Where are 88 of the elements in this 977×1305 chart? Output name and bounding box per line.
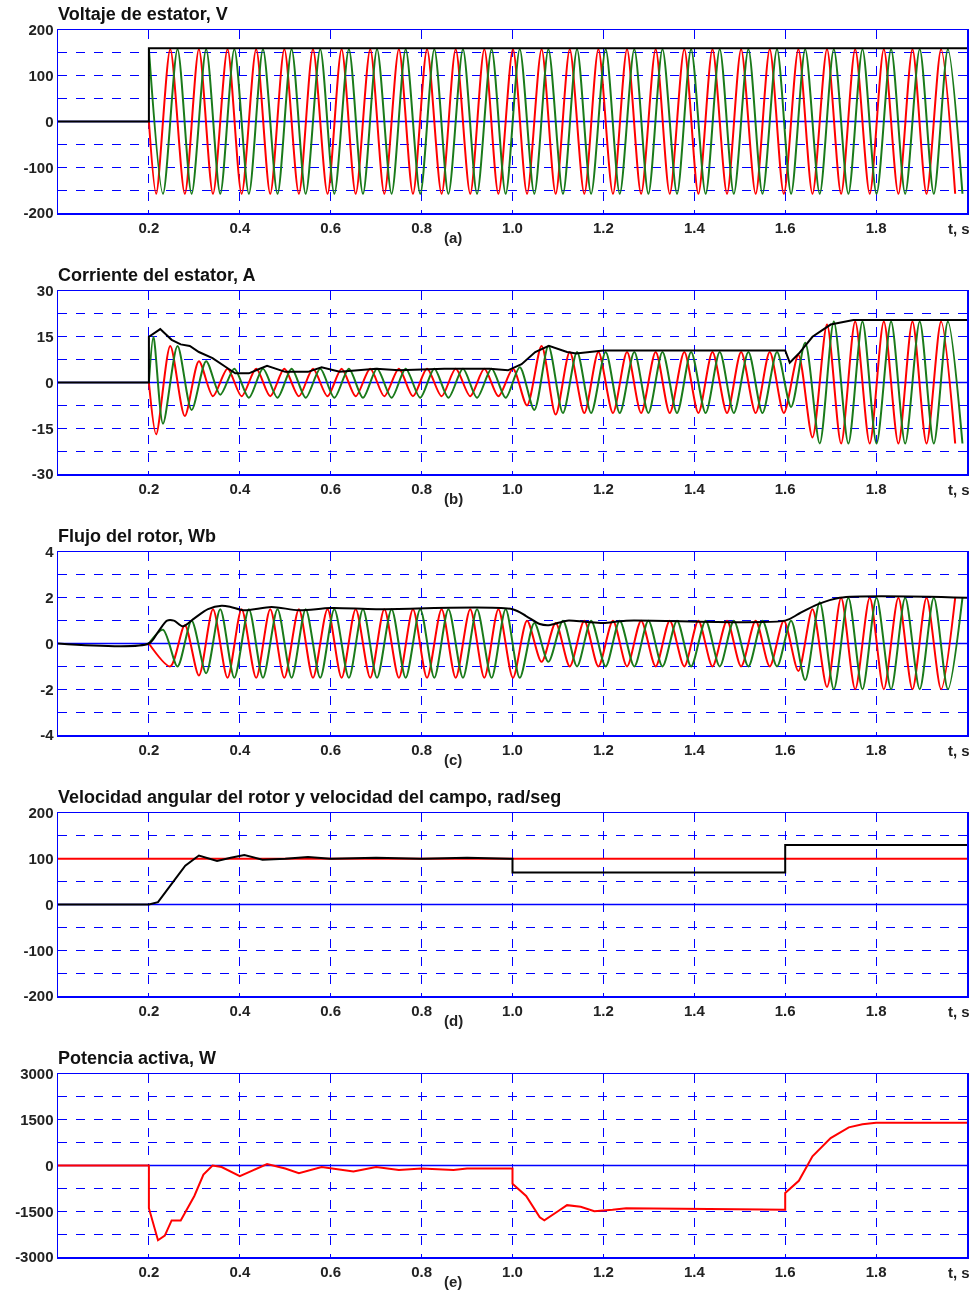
x-tick-label: 0.2: [138, 1262, 160, 1280]
x-axis-title: t, s: [948, 742, 970, 759]
x-tick-label: 0.4: [229, 218, 251, 236]
x-tick-label: 1.2: [592, 218, 614, 236]
line-series: [58, 1121, 967, 1242]
x-tick-label: 0.6: [320, 479, 342, 497]
y-tick-label: -100: [23, 941, 54, 959]
y-tick-label: 4: [45, 543, 55, 561]
x-tick-label: 0.8: [411, 1262, 433, 1280]
y-tick-label: -30: [31, 465, 54, 483]
y-tick-label: -2: [40, 680, 54, 698]
x-tick-label: 0.4: [229, 479, 251, 497]
x-tick-label: 1.8: [865, 218, 887, 236]
text: (b): [444, 490, 464, 507]
x-tick-label: 1.6: [774, 740, 796, 758]
x-tick-label: 0.8: [411, 218, 433, 236]
x-tick-label: 0.6: [320, 218, 342, 236]
y-tick-label: -15: [31, 419, 54, 437]
y-tick-label: 2: [45, 589, 54, 606]
x-tick-label: 0.4: [229, 1001, 251, 1019]
x-tick-label: 1.0: [502, 740, 523, 758]
x-tick-label: 1.0: [502, 479, 523, 497]
x-tick-label: 0.8: [411, 740, 433, 758]
x-tick-label: 0.6: [320, 1001, 342, 1019]
y-tick-label: 0: [45, 373, 54, 391]
y-tick-label: -200: [23, 204, 54, 222]
chart-title: Potencia activa, W: [58, 1048, 217, 1069]
y-tick-label: -100: [23, 158, 54, 176]
y-tick-label: 3000: [20, 1065, 54, 1083]
chart-title: Flujo del rotor, Wb: [58, 526, 216, 547]
x-tick-label: 1.6: [774, 1262, 796, 1280]
x-tick-label: 1.2: [592, 1001, 614, 1019]
line-series: [58, 318, 967, 384]
x-tick-label: 1.0: [502, 218, 523, 236]
x-tick-label: 1.8: [865, 740, 887, 758]
x-tick-label: 1.4: [683, 479, 706, 497]
text: (e): [444, 1273, 463, 1290]
y-tick-label: 200: [28, 21, 54, 39]
y-tick-label: 100: [28, 850, 54, 867]
y-tick-label: 0: [45, 895, 54, 913]
x-tick-label: 1.6: [774, 1001, 796, 1019]
chart-title: Velocidad angular del rotor y velocidad del campo, rad/seg: [58, 787, 562, 808]
text: (d): [444, 1012, 464, 1029]
x-tick-label: 1.6: [774, 479, 796, 497]
y-tick-label: 1500: [20, 1111, 54, 1128]
y-tick-label: 30: [36, 282, 54, 300]
y-tick-label: -1500: [15, 1202, 54, 1220]
line-series: [58, 844, 967, 906]
x-tick-label: 0.2: [138, 218, 160, 236]
x-tick-label: 0.2: [138, 1001, 160, 1019]
x-tick-label: 1.2: [592, 1262, 614, 1280]
x-tick-label: 1.6: [774, 218, 796, 236]
x-tick-label: 0.2: [138, 740, 160, 758]
x-axis-title: t, s: [948, 1264, 970, 1281]
x-tick-label: 0.6: [320, 740, 342, 758]
x-tick-label: 1.4: [683, 218, 706, 236]
y-tick-label: 0: [45, 112, 54, 130]
y-tick-label: 100: [28, 67, 54, 84]
y-tick-label: 0: [45, 634, 54, 652]
y-tick-label: -3000: [15, 1248, 54, 1266]
y-tick-label: 15: [36, 328, 54, 345]
y-tick-label: -200: [23, 987, 54, 1005]
x-tick-label: 1.0: [502, 1262, 523, 1280]
x-tick-label: 1.2: [592, 479, 614, 497]
x-tick-label: 1.2: [592, 740, 614, 758]
chart-title: Voltaje de estator, V: [58, 4, 228, 25]
x-axis-title: t, s: [948, 481, 970, 498]
x-tick-label: 0.4: [229, 740, 251, 758]
y-tick-label: -4: [40, 726, 55, 744]
x-tick-label: 1.4: [683, 740, 706, 758]
x-tick-label: 0.6: [320, 1262, 342, 1280]
x-tick-label: 1.4: [683, 1262, 706, 1280]
x-axis-title: t, s: [948, 1003, 970, 1020]
text: (c): [444, 751, 463, 768]
chart-title: Corriente del estator, A: [58, 265, 256, 286]
x-tick-label: 0.8: [411, 1001, 433, 1019]
x-axis-title: t, s: [948, 220, 970, 237]
x-tick-label: 0.4: [229, 1262, 251, 1280]
y-tick-label: 0: [45, 1156, 54, 1174]
y-tick-label: 200: [28, 804, 54, 822]
x-tick-label: 1.8: [865, 479, 887, 497]
x-tick-label: 0.8: [411, 479, 433, 497]
x-tick-label: 0.2: [138, 479, 160, 497]
text: (a): [444, 229, 463, 246]
x-tick-label: 1.4: [683, 1001, 706, 1019]
x-tick-label: 1.8: [865, 1001, 887, 1019]
x-tick-label: 1.0: [502, 1001, 523, 1019]
x-tick-label: 1.8: [865, 1262, 887, 1280]
